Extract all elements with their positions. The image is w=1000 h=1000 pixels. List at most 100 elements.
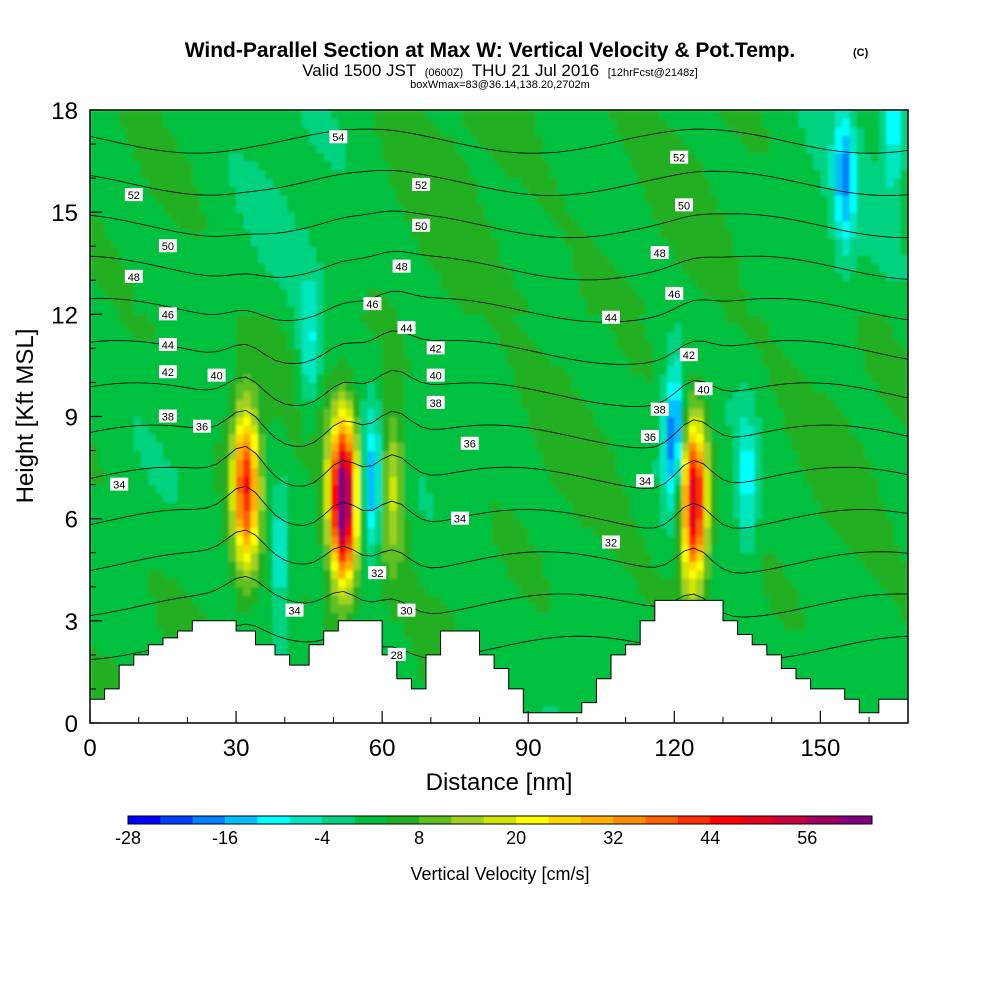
velocity-cell — [455, 203, 464, 213]
velocity-cell — [550, 459, 559, 469]
velocity-cell — [221, 390, 230, 401]
velocity-cell — [352, 561, 361, 571]
velocity-cell — [301, 433, 310, 443]
velocity-cell — [126, 118, 135, 128]
velocity-cell — [477, 356, 485, 367]
velocity-cell — [469, 544, 478, 554]
velocity-cell — [550, 161, 559, 171]
velocity-cell — [425, 416, 434, 426]
velocity-cell — [447, 535, 456, 545]
velocity-cell — [396, 373, 405, 384]
velocity-cell — [579, 646, 588, 656]
velocity-cell — [360, 433, 369, 443]
velocity-cell — [528, 331, 537, 341]
velocity-cell — [141, 322, 150, 332]
velocity-cell — [484, 135, 493, 145]
velocity-cell — [316, 280, 325, 290]
velocity-cell — [141, 297, 150, 307]
velocity-cell — [316, 297, 325, 307]
velocity-cell — [411, 671, 420, 682]
velocity-cell — [360, 390, 369, 401]
velocity-cell — [345, 271, 354, 281]
velocity-cell — [491, 305, 500, 315]
velocity-cell — [133, 450, 142, 460]
velocity-cell — [141, 348, 150, 358]
velocity-cell — [279, 612, 288, 622]
velocity-cell — [411, 237, 420, 247]
velocity-cell — [418, 501, 427, 511]
velocity-cell — [550, 535, 559, 545]
velocity-cell — [455, 569, 464, 579]
velocity-cell — [345, 161, 354, 171]
velocity-cell — [170, 178, 179, 188]
velocity-cell — [301, 527, 310, 537]
velocity-cell — [206, 390, 215, 401]
velocity-cell — [338, 467, 347, 477]
velocity-cell — [279, 373, 288, 384]
velocity-cell — [484, 620, 493, 630]
velocity-cell — [469, 586, 478, 596]
velocity-cell — [265, 195, 274, 205]
velocity-cell — [396, 671, 405, 682]
velocity-cell — [177, 288, 186, 298]
velocity-cell — [535, 339, 544, 349]
velocity-cell — [141, 501, 150, 511]
velocity-cell — [206, 254, 215, 264]
velocity-cell — [199, 569, 208, 579]
velocity-cell — [564, 348, 573, 358]
velocity-cell — [528, 586, 537, 596]
velocity-cell — [513, 680, 522, 690]
velocity-cell — [484, 527, 493, 537]
velocity-cell — [535, 331, 544, 341]
velocity-cell — [126, 382, 135, 392]
velocity-cell — [477, 203, 485, 213]
velocity-cell — [345, 493, 354, 503]
velocity-cell — [542, 459, 551, 469]
velocity-cell — [433, 229, 442, 239]
velocity-cell — [294, 373, 303, 384]
velocity-cell — [294, 535, 303, 545]
velocity-cell — [221, 152, 230, 162]
velocity-cell — [528, 484, 537, 494]
velocity-cell — [542, 561, 551, 571]
velocity-cell — [564, 169, 573, 179]
velocity-cell — [126, 416, 135, 426]
velocity-cell — [141, 578, 150, 588]
velocity-cell — [338, 382, 347, 392]
velocity-cell — [389, 476, 398, 486]
velocity-cell — [323, 407, 332, 418]
velocity-cell — [550, 552, 559, 562]
velocity-cell — [279, 280, 288, 290]
velocity-cell — [316, 263, 325, 273]
velocity-cell — [90, 212, 98, 222]
velocity-cell — [126, 178, 135, 188]
velocity-cell — [579, 680, 588, 690]
velocity-cell — [104, 314, 113, 324]
velocity-cell — [491, 544, 500, 554]
velocity-cell — [287, 646, 296, 656]
velocity-cell — [316, 237, 325, 247]
velocity-cell — [528, 595, 537, 605]
velocity-cell — [550, 433, 559, 443]
velocity-cell — [418, 331, 427, 341]
velocity-cell — [389, 178, 398, 188]
velocity-cell — [97, 688, 106, 699]
velocity-cell — [367, 314, 376, 324]
velocity-cell — [177, 586, 186, 596]
velocity-cell — [331, 476, 339, 486]
velocity-cell — [104, 127, 113, 137]
velocity-cell — [484, 510, 493, 520]
velocity-cell — [126, 407, 135, 418]
velocity-cell — [491, 654, 500, 665]
velocity-cell — [455, 110, 464, 120]
velocity-cell — [170, 442, 179, 452]
velocity-cell — [294, 637, 303, 647]
velocity-cell — [411, 501, 420, 511]
velocity-cell — [396, 535, 405, 545]
velocity-cell — [155, 212, 164, 222]
velocity-cell — [542, 161, 551, 171]
velocity-cell — [104, 407, 113, 418]
velocity-cell — [133, 518, 142, 528]
velocity-cell — [469, 254, 478, 264]
velocity-cell — [440, 527, 449, 537]
